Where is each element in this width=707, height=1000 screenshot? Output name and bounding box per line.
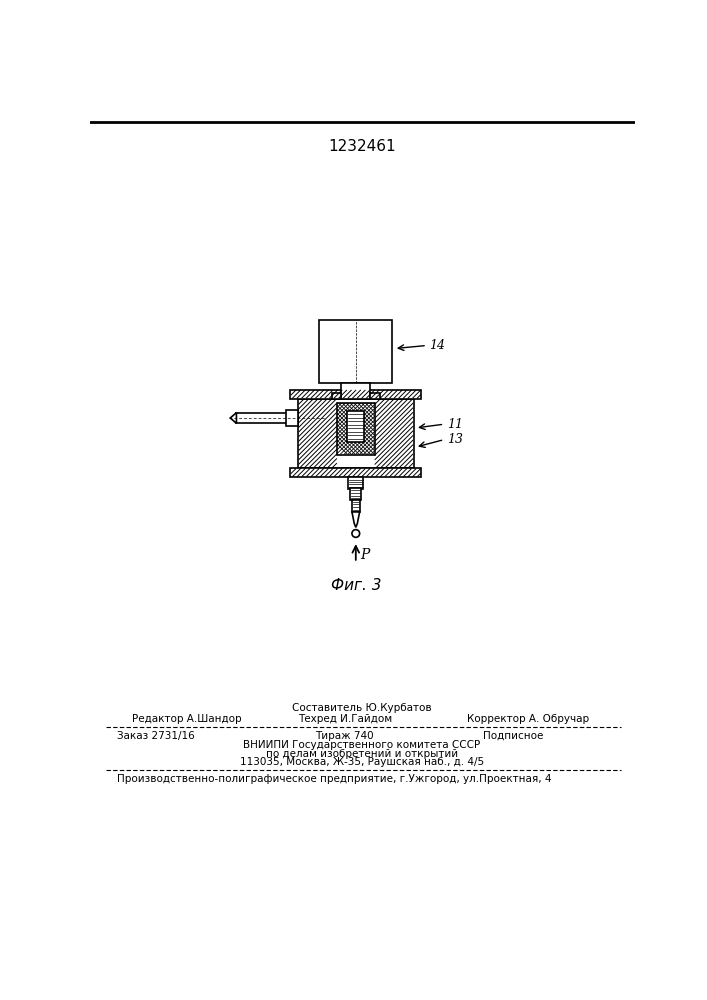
Bar [236, 413, 298, 423]
Text: Фиг. 3: Фиг. 3 [331, 578, 381, 593]
Bar [298, 399, 414, 468]
Text: Редактор А.Шандор: Редактор А.Шандор [132, 714, 242, 724]
Polygon shape [352, 512, 360, 527]
Bar [347, 411, 364, 442]
Text: Производственно-полиграфическое предприятие, г.Ужгород, ул.Проектная, 4: Производственно-полиграфическое предприя… [117, 774, 551, 784]
Polygon shape [230, 413, 236, 423]
Bar [351, 488, 361, 500]
Circle shape [352, 530, 360, 537]
Bar [320, 320, 392, 383]
Bar [341, 383, 370, 399]
Bar [332, 393, 341, 399]
Text: 14: 14 [429, 339, 445, 352]
Bar [352, 500, 360, 512]
Bar [286, 410, 298, 426]
Bar [291, 389, 421, 399]
Text: Корректор А. Обручар: Корректор А. Обручар [467, 714, 590, 724]
Text: Составитель Ю.Курбатов: Составитель Ю.Курбатов [292, 703, 432, 713]
Text: P: P [361, 548, 370, 562]
Text: 113035, Москва, Ж-35, Раушская наб., д. 4/5: 113035, Москва, Ж-35, Раушская наб., д. … [240, 757, 484, 767]
Text: Подписное: Подписное [483, 731, 543, 741]
Text: 1232461: 1232461 [328, 139, 396, 154]
Text: 13: 13 [447, 433, 462, 446]
Text: Техред И.Гайдом: Техред И.Гайдом [298, 714, 392, 724]
Bar [291, 468, 421, 477]
Bar [337, 403, 375, 455]
Text: 11: 11 [447, 418, 462, 431]
Text: по делам изобретений и открытий: по делам изобретений и открытий [266, 749, 458, 759]
Text: ВНИИПИ Государственного комитета СССР: ВНИИПИ Государственного комитета СССР [243, 740, 481, 750]
Bar [348, 477, 363, 489]
Text: Заказ 2731/16: Заказ 2731/16 [117, 731, 195, 741]
Text: Тираж 740: Тираж 740 [315, 731, 373, 741]
Bar [370, 393, 380, 399]
